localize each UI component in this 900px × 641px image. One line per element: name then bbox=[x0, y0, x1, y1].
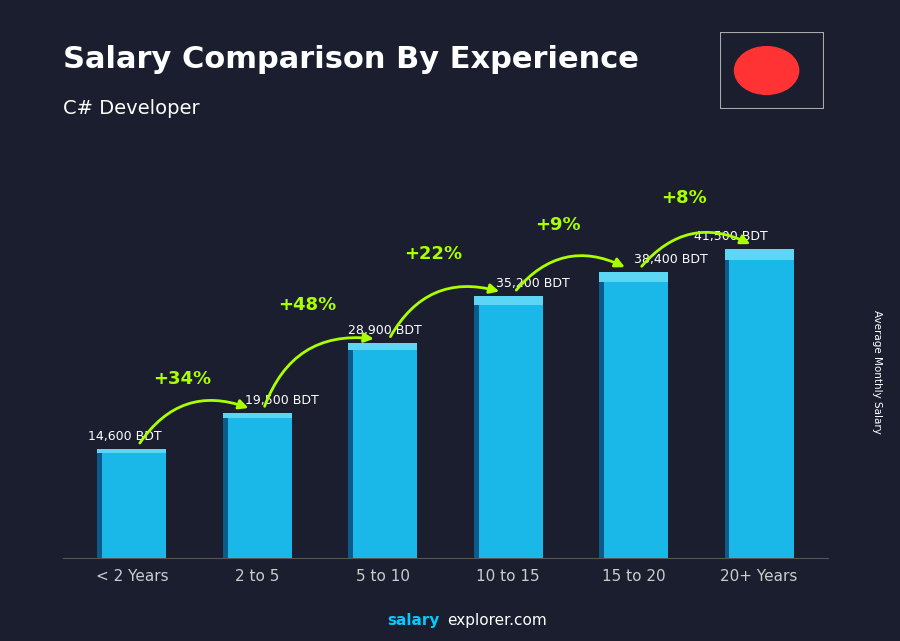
Text: 19,500 BDT: 19,500 BDT bbox=[245, 394, 319, 407]
Bar bbox=[223, 413, 228, 558]
Bar bbox=[473, 296, 543, 558]
Text: 35,200 BDT: 35,200 BDT bbox=[496, 277, 570, 290]
Text: 14,600 BDT: 14,600 BDT bbox=[88, 430, 162, 443]
Text: +9%: +9% bbox=[536, 216, 581, 235]
Text: +8%: +8% bbox=[661, 189, 707, 207]
Bar bbox=[348, 343, 353, 558]
Bar bbox=[599, 272, 668, 558]
Text: +48%: +48% bbox=[278, 296, 337, 314]
Bar bbox=[473, 296, 543, 305]
Bar bbox=[473, 296, 479, 558]
Bar bbox=[97, 449, 166, 453]
Bar bbox=[348, 343, 418, 558]
Bar bbox=[223, 413, 292, 558]
Text: 38,400 BDT: 38,400 BDT bbox=[634, 253, 707, 266]
Bar bbox=[97, 449, 166, 558]
Bar bbox=[348, 343, 418, 350]
Text: C# Developer: C# Developer bbox=[63, 99, 200, 119]
Text: salary: salary bbox=[387, 613, 439, 628]
Text: 28,900 BDT: 28,900 BDT bbox=[347, 324, 421, 337]
Text: 41,500 BDT: 41,500 BDT bbox=[694, 230, 768, 243]
Circle shape bbox=[734, 47, 798, 94]
Bar bbox=[724, 249, 729, 558]
Text: Salary Comparison By Experience: Salary Comparison By Experience bbox=[63, 45, 639, 74]
Bar bbox=[97, 449, 103, 558]
Text: +34%: +34% bbox=[153, 370, 211, 388]
Bar bbox=[599, 272, 668, 282]
Text: Average Monthly Salary: Average Monthly Salary bbox=[872, 310, 883, 434]
Bar bbox=[599, 272, 604, 558]
Bar bbox=[724, 249, 794, 260]
Text: explorer.com: explorer.com bbox=[447, 613, 547, 628]
Bar bbox=[223, 413, 292, 418]
Bar bbox=[724, 249, 794, 558]
Text: +22%: +22% bbox=[404, 245, 462, 263]
